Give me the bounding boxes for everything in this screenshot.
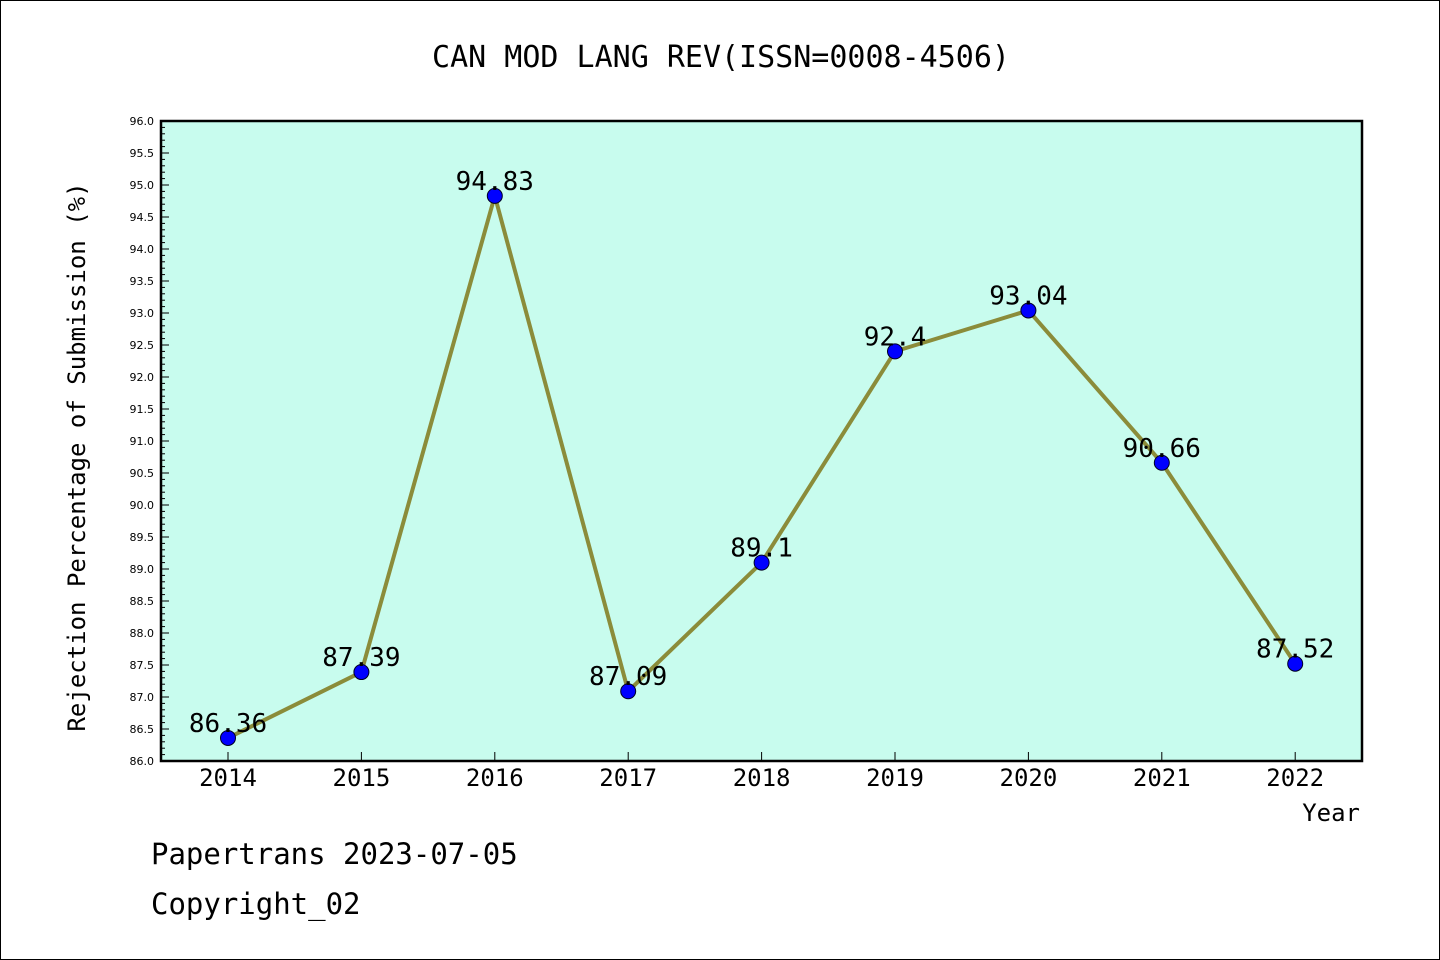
- data-label: 94.83: [456, 167, 534, 197]
- y-tick-label: 86.5: [130, 723, 155, 736]
- x-tick-label: 2014: [199, 764, 257, 792]
- data-points: [220, 187, 1304, 746]
- footer-date: Papertrans 2023-07-05: [151, 837, 518, 871]
- y-tick-label: 95.5: [130, 147, 155, 160]
- data-label: 92.4: [864, 322, 927, 352]
- data-label: 86.36: [189, 709, 267, 739]
- plot-area: [159, 119, 1364, 763]
- data-label: 87.09: [589, 662, 667, 692]
- y-tick-label: 88.5: [130, 595, 155, 608]
- footer-copyright: Copyright_02: [151, 887, 361, 921]
- y-axis: 86.0 86.5 87.0 87.5 88.0 88.5 89.0 89.5 90.0 90.5…: [130, 115, 169, 768]
- data-point: [1020, 302, 1037, 319]
- y-tick-label: 91.5: [130, 403, 155, 416]
- y-tick-label: 93.5: [130, 275, 155, 288]
- x-axis-label: Year: [1302, 799, 1360, 827]
- y-tick-label: 95.0: [130, 179, 155, 192]
- y-tick-label: 94.5: [130, 211, 155, 224]
- x-tick-label: 2017: [599, 764, 657, 792]
- data-point: [1287, 655, 1304, 672]
- x-tick-label: 2015: [333, 764, 391, 792]
- y-tick-label: 86.0: [130, 755, 155, 768]
- y-tick-label: 90.5: [130, 467, 155, 480]
- data-point: [887, 343, 903, 360]
- chart-title: CAN MOD LANG REV(ISSN=0008-4506): [432, 40, 1010, 75]
- data-point: [353, 664, 370, 681]
- y-tick-label: 96.0: [130, 115, 155, 128]
- y-tick-label: 91.0: [130, 435, 155, 448]
- y-tick-label: 89.0: [130, 563, 155, 576]
- data-label: 87.39: [322, 643, 400, 673]
- x-tick-label: 2020: [1000, 764, 1058, 792]
- y-tick-label: 88.0: [130, 627, 155, 640]
- x-tick-label: 2022: [1266, 764, 1324, 792]
- y-tick-label: 89.5: [130, 531, 155, 544]
- x-axis: 2014 2015 2016 2017 2018 2019 2020 2021 2022: [199, 752, 1324, 792]
- y-tick-label: 93.0: [130, 307, 155, 320]
- data-point: [220, 729, 236, 746]
- data-point: [1153, 454, 1170, 471]
- y-tick-label: 87.0: [130, 691, 155, 704]
- data-point: [620, 683, 637, 700]
- x-tick-label: 2018: [733, 764, 791, 792]
- y-tick-label: 87.5: [130, 659, 155, 672]
- data-label: 93.04: [989, 281, 1067, 311]
- data-point: [753, 554, 770, 571]
- data-label: 90.66: [1123, 434, 1201, 464]
- y-tick-label: 92.0: [130, 371, 155, 384]
- y-axis-label: Rejection Percentage of Submission (%): [63, 182, 91, 731]
- data-labels: 86.36 87.39 94.83 87.09 89.1 92.4 93.04 90.66 87…: [189, 167, 1334, 739]
- x-tick-label: 2016: [466, 764, 524, 792]
- y-tick-label: 90.0: [130, 499, 155, 512]
- data-label: 89.1: [730, 534, 793, 564]
- x-tick-label: 2019: [866, 764, 924, 792]
- x-tick-label: 2021: [1133, 764, 1191, 792]
- y-tick-label: 94.0: [130, 243, 155, 256]
- data-label: 87.52: [1256, 635, 1334, 665]
- y-tick-label: 92.5: [130, 339, 155, 352]
- data-point: [486, 187, 503, 204]
